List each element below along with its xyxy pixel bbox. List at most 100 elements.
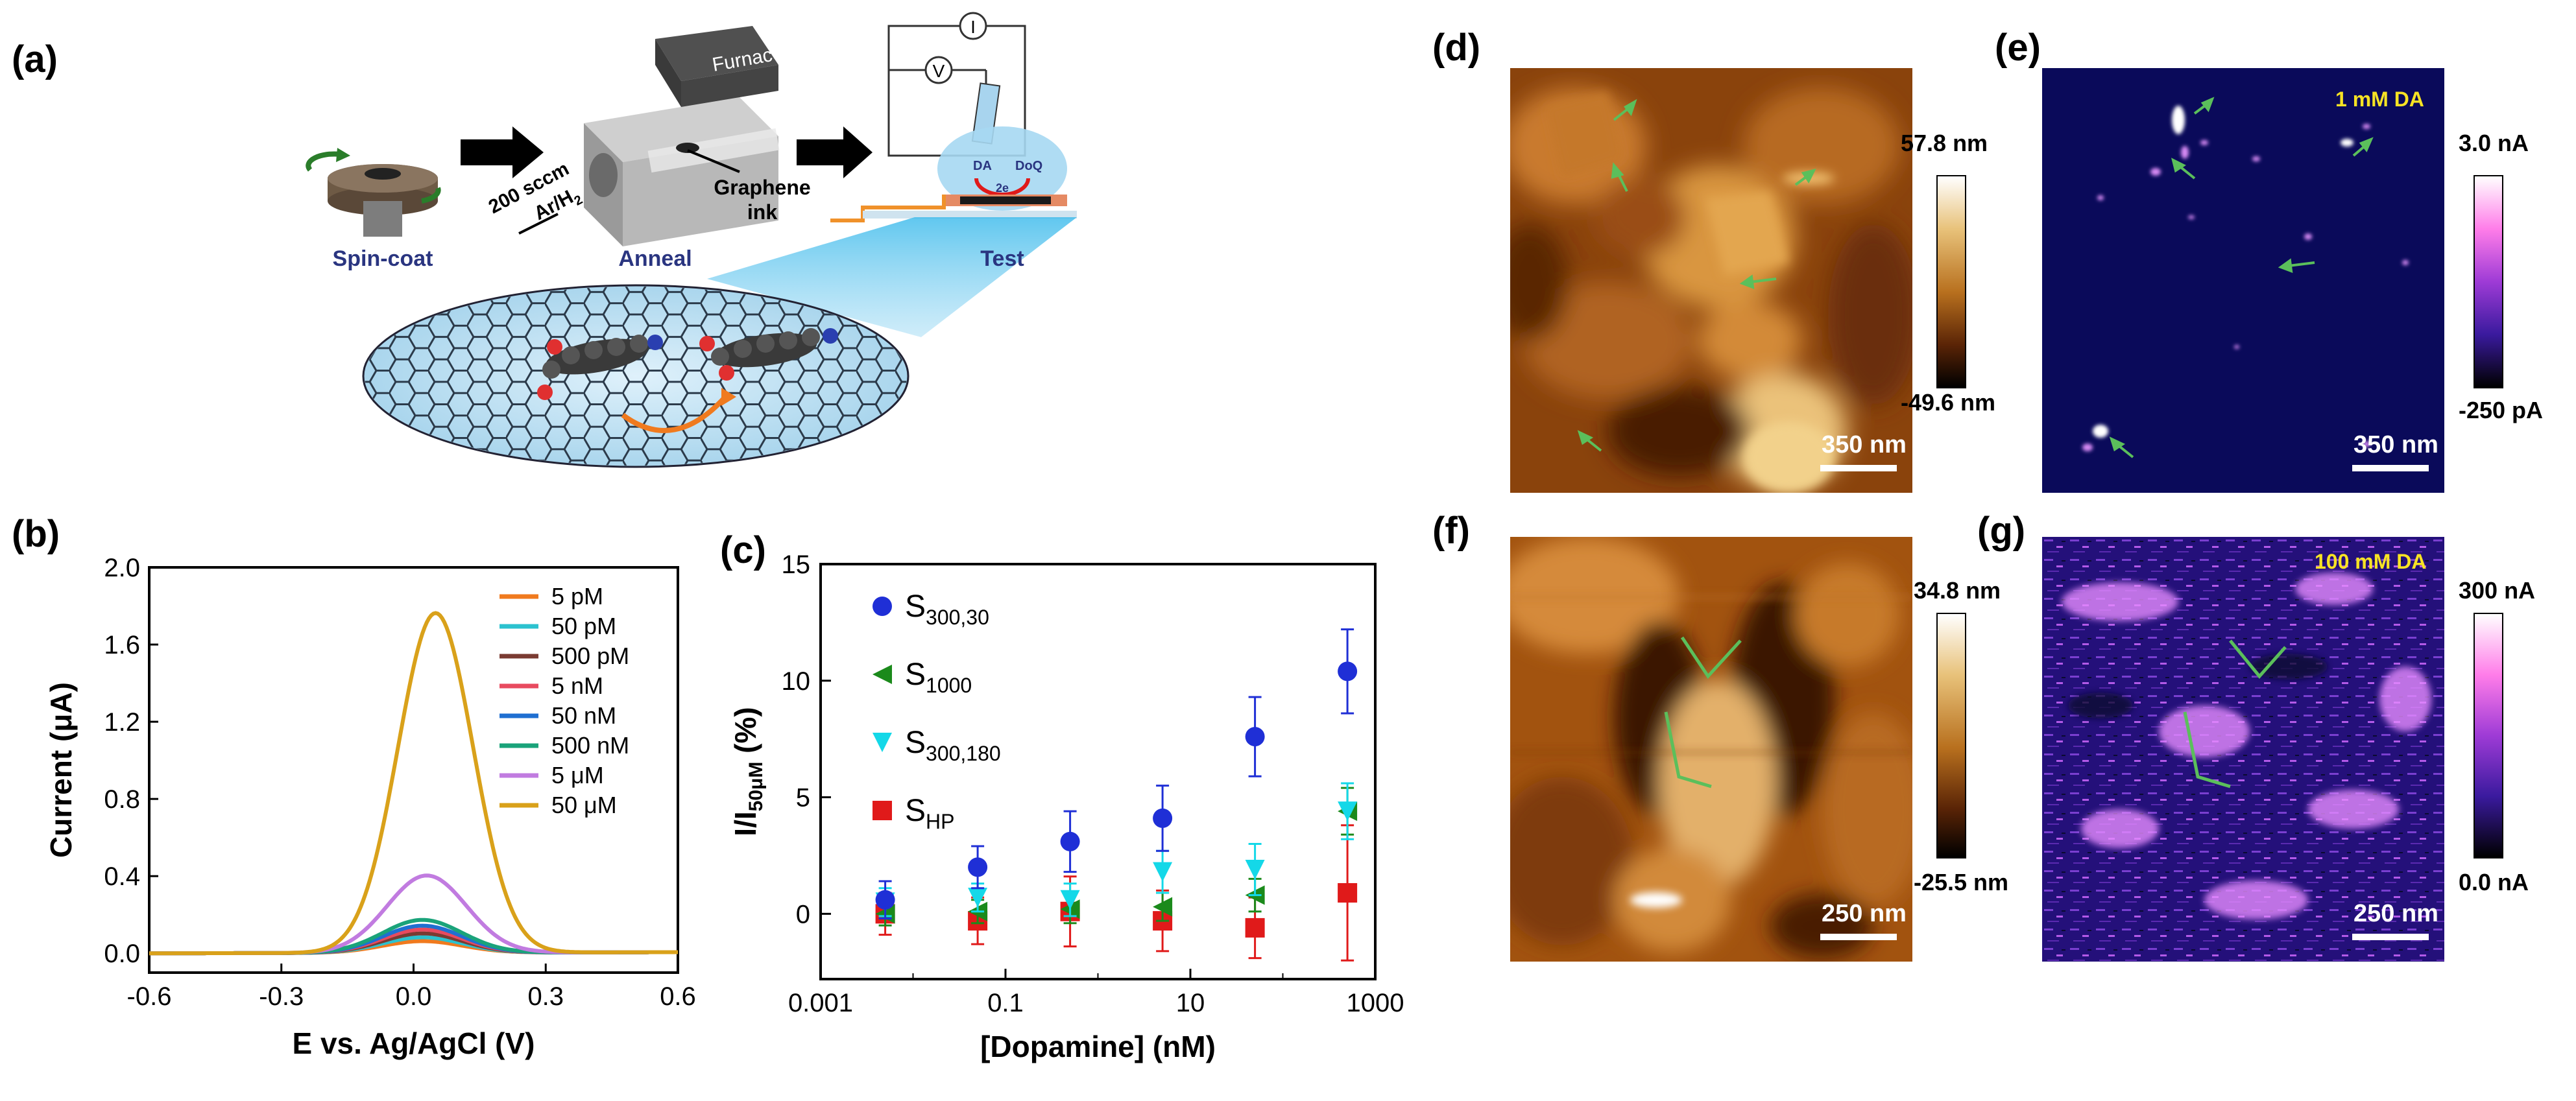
legend-entry-3: 5 nM [551,672,603,699]
scale-bar [2352,934,2429,940]
panel-label-f: (f) [1432,510,1470,552]
step-spincoat-label: Spin-coat [333,246,433,271]
plot-frame [148,566,679,974]
y-tick-label: 1.6 [104,631,140,659]
legend-marker-1 [873,665,892,684]
scale-bar-label: 250 nm [1822,900,1907,927]
y-tick-label: 15 [782,550,811,579]
plot-frame [819,563,1377,980]
y-tick-label: 0.0 [104,940,140,968]
y-tick-label: 1.2 [104,708,140,737]
ammeter-label: I [970,17,976,37]
dopamine-molecule-icon [537,328,838,433]
data-point-3-0 [875,904,895,924]
x-tick-label: 0.3 [527,982,564,1011]
data-point-3-3 [1153,911,1173,931]
graphene-ink-label-2: ink [747,200,777,224]
panel-label-c: (c) [720,529,766,571]
series-line-0 [149,939,678,956]
arrow-icon [461,126,544,178]
legend-entry-sub: HP [926,810,954,833]
series-line-1 [149,935,678,956]
y-tick-label: 0 [796,900,810,929]
legend-entry-4: 50 nM [551,702,616,729]
y-tick-label: 10 [782,667,811,696]
series-line-2 [149,931,678,956]
panel-label-g: (g) [1977,510,2026,552]
data-point-1-2 [1060,899,1080,919]
cell-da-label: DA [973,159,992,173]
y-axis-label: I/I50μM (%) [728,707,767,836]
data-point-1-4 [1245,885,1265,905]
colorbar-e-min: -250 pA [2459,397,2544,423]
step-anneal-label: Anneal [618,246,692,271]
scale-bar [1820,934,1897,940]
y-tick-label: 0.4 [104,862,140,891]
data-point-2-3 [1153,862,1173,882]
scale-bar-label: 350 nm [1822,431,1907,458]
colorbar-g-max: 300 nA [2459,577,2536,604]
panel-label-b: (b) [12,513,60,555]
legend-marker-3 [873,801,892,820]
colorbar-e [2474,175,2503,388]
x-tick-label: -0.3 [259,982,304,1011]
data-point-0-4 [1245,727,1265,747]
step-test-label: Test [980,246,1024,271]
legend-entry-sub: 300,30 [926,606,989,629]
panel-label-a: (a) [12,38,58,80]
x-tick-label: 0.6 [660,982,696,1011]
scale-bar-label: 350 nm [2353,431,2438,458]
x-tick-label: 0.1 [987,989,1024,1017]
x-tick-label: 0.0 [396,982,432,1011]
data-point-0-0 [875,890,895,910]
data-point-2-0 [875,892,895,912]
legend-marker-0 [873,597,892,616]
arrow-icon [797,126,873,178]
legend-entry-1: S1000 [905,657,972,697]
y-tick-label: 0.8 [104,785,140,814]
series-line-7 [149,611,678,956]
x-tick-label: 1000 [1347,989,1404,1017]
legend-entry-sub: 1000 [926,674,972,697]
colorbar-f-max: 34.8 nm [1914,577,2001,604]
data-point-0-3 [1153,808,1173,828]
graphene-ink-label-1: Graphene [714,176,810,199]
magnifier-beam [707,217,1077,337]
y-tick-label: 5 [796,784,810,812]
data-point-2-5 [1338,801,1358,822]
data-point-0-2 [1060,831,1080,851]
series-line-6 [149,873,678,956]
y-axis-main: I/I [728,811,762,836]
cell-electron-label: 2e [996,182,1009,195]
data-point-1-1 [968,901,988,921]
legend-entry-2: 500 pM [551,643,629,669]
current-map-image-e: 1 mM DA 350 nm [2042,68,2444,493]
graphene-lattice-icon [362,284,909,468]
y-tick-label: 2.0 [104,554,140,582]
legend-entry-6: 5 μM [551,762,604,788]
legend-entry-3: SHP [905,794,954,833]
scale-bar [1820,465,1897,471]
legend-entry-main: S [905,726,926,760]
data-point-3-5 [1338,882,1358,903]
colorbar-f [1936,613,1966,858]
colorbar-g-min: 0.0 nA [2459,869,2529,895]
data-point-3-4 [1245,918,1265,938]
series-line-5 [149,918,678,956]
legend-entry-5: 500 nM [551,732,629,759]
data-point-3-2 [1060,901,1080,921]
afm-topography-image-d: 350 nm [1510,68,1912,493]
scale-bar-label: 250 nm [2353,900,2438,927]
cell-doq-label: DoQ [1015,159,1042,173]
concentration-tag-e: 1 mM DA [2335,88,2424,111]
schematic-figure: Spin-coat Anneal Test Furnace 200 sccm A… [306,12,1077,468]
legend-entry-2: S300,180 [905,726,1001,765]
colorbar-e-max: 3.0 nA [2459,130,2529,156]
x-tick-label: 10 [1176,989,1205,1017]
colorbar-d-min: -49.6 nm [1901,389,1996,416]
colorbar-f-min: -25.5 nm [1914,869,2009,895]
data-point-2-1 [968,888,988,908]
x-axis-label: E vs. Ag/AgCl (V) [293,1026,535,1060]
data-point-2-2 [1060,890,1080,910]
concentration-tag-g: 100 mM DA [2315,550,2427,573]
